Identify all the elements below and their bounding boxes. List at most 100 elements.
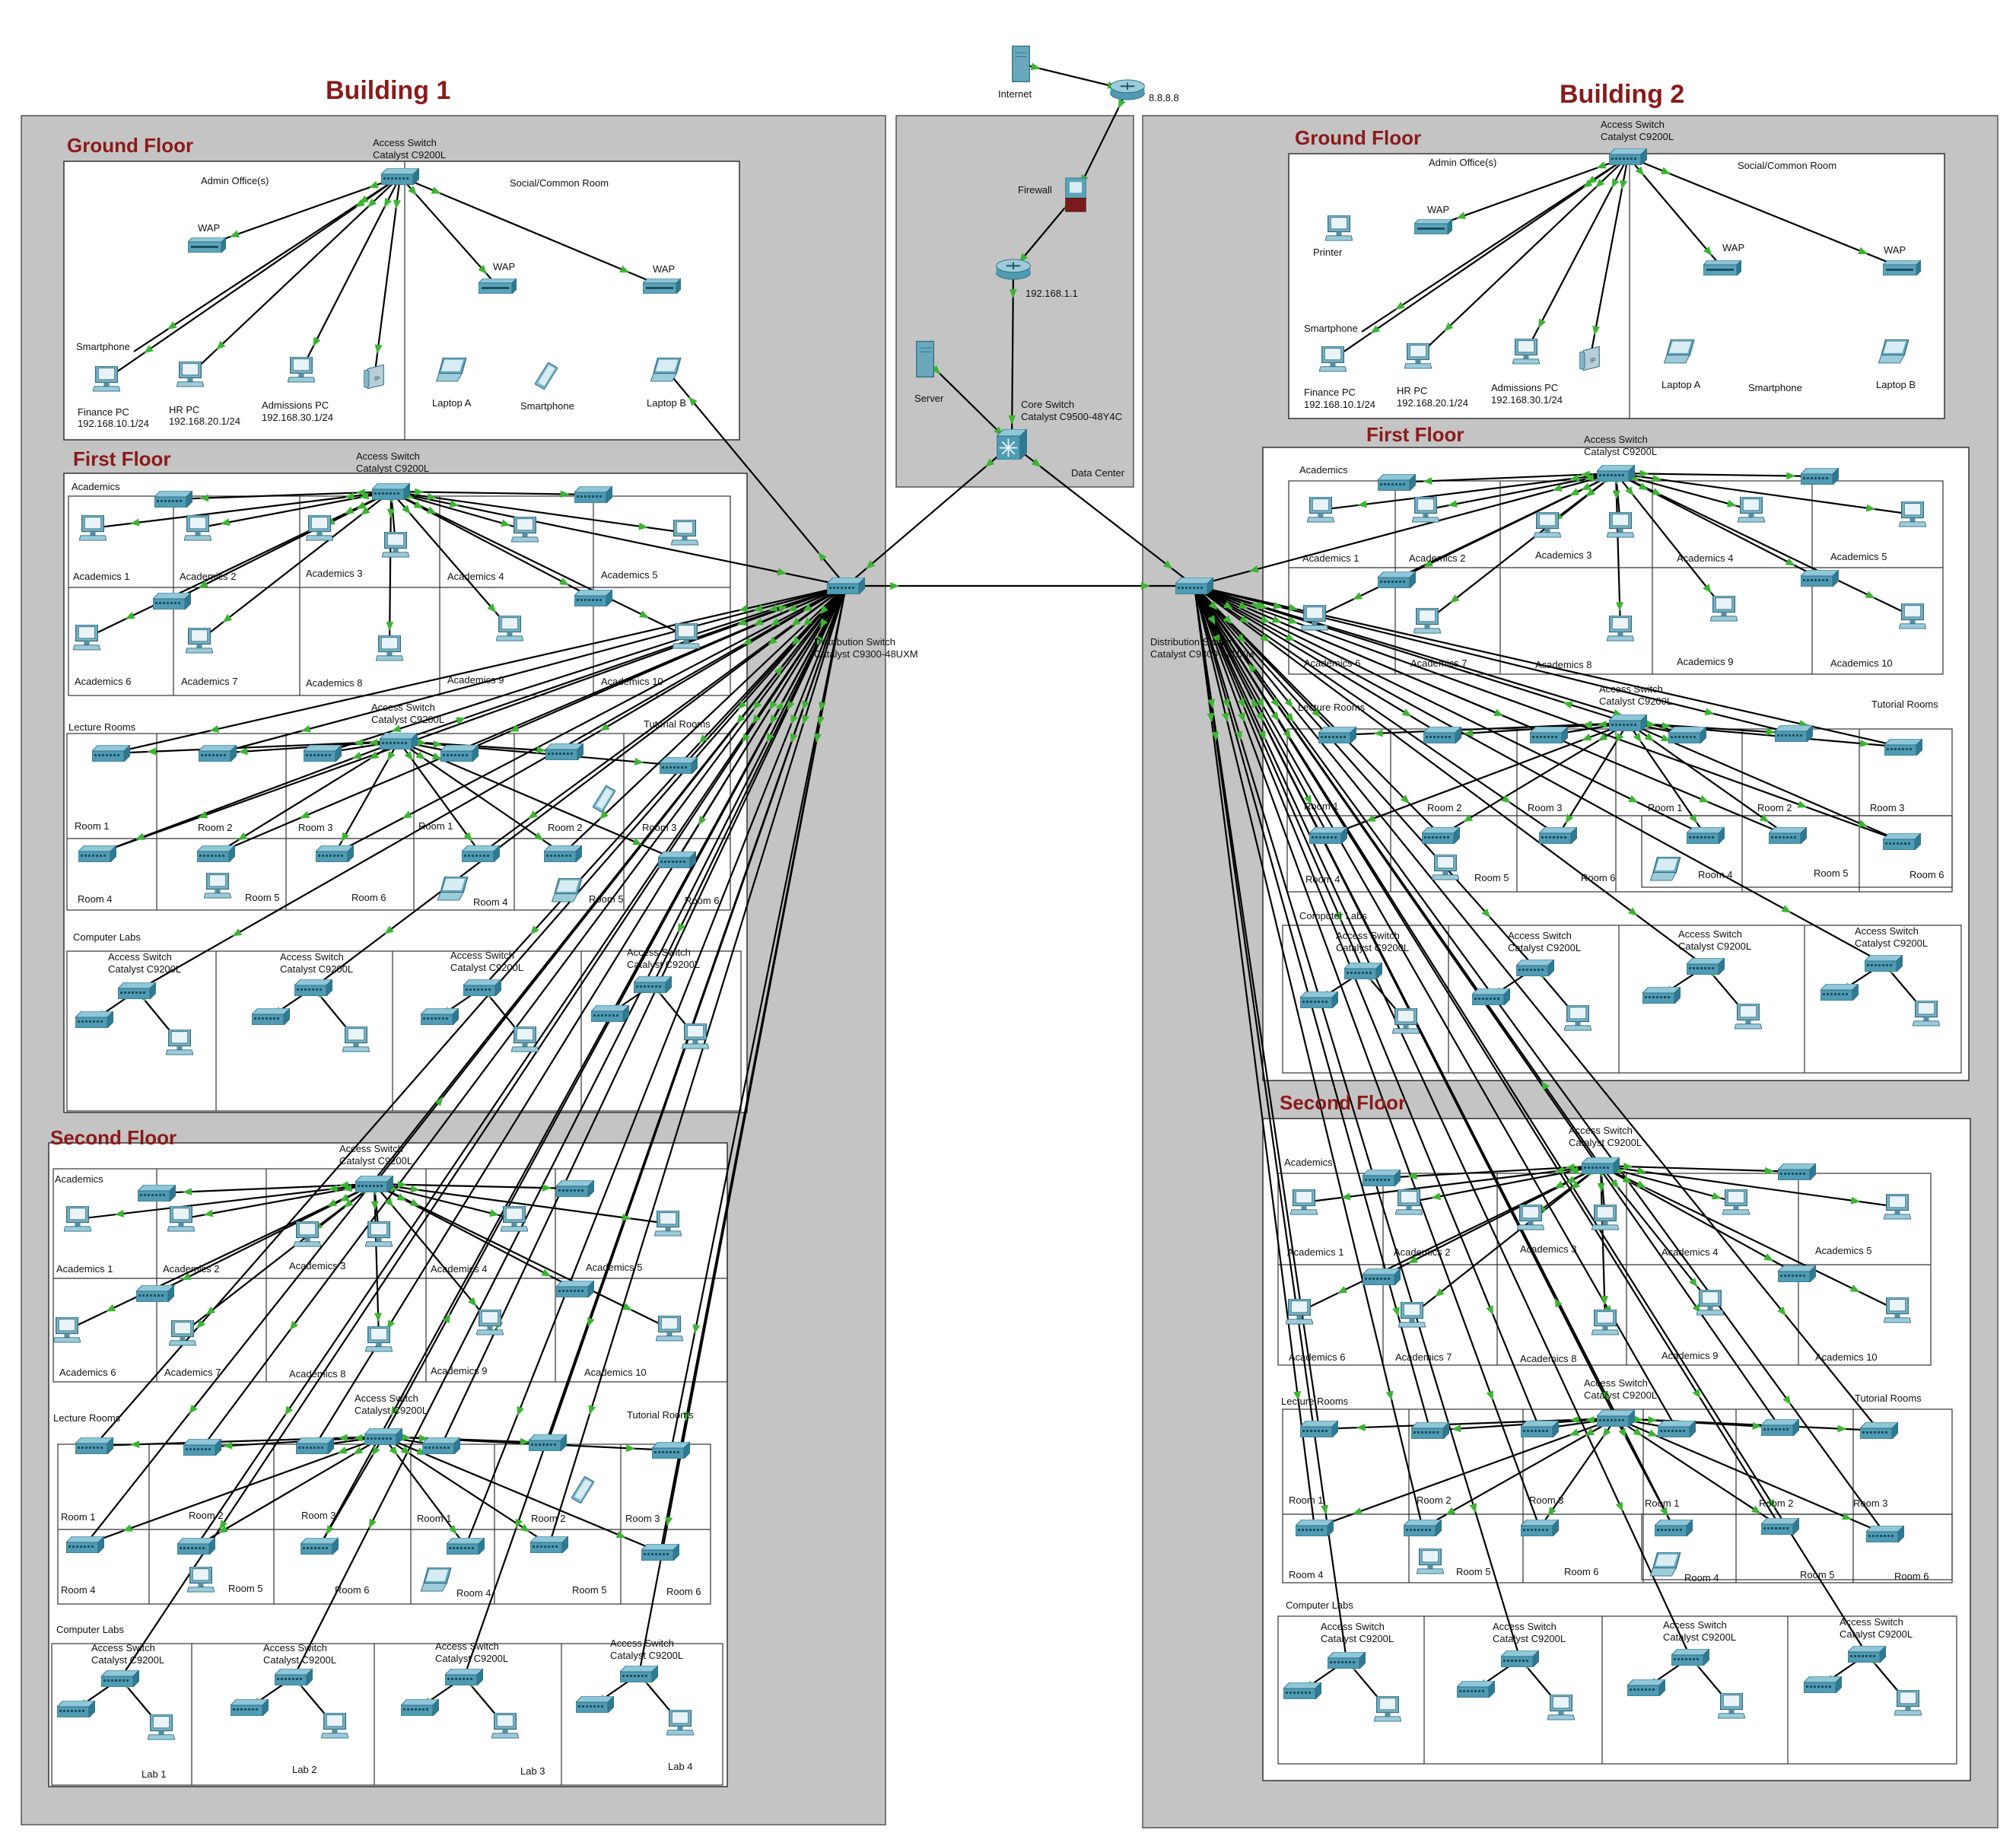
b1-sf-room-switch-icon-9[interactable]	[447, 1538, 485, 1555]
b1-sf-academics-pc-icon-4[interactable]	[501, 1206, 528, 1232]
b2-distribution-switch-icon[interactable]	[1175, 578, 1213, 594]
internet-server-icon[interactable]	[1012, 45, 1030, 83]
b2-gf-wap-icon-2[interactable]	[1703, 260, 1741, 275]
b2-ff-lab-switch-icon-0[interactable]	[1344, 963, 1382, 979]
b1-sf-room-pc-icon[interactable]	[187, 1567, 215, 1593]
b2-sf-academics-pc-icon-4[interactable]	[1722, 1189, 1750, 1215]
b1-sf-lab-edge-switch-icon-2[interactable]	[401, 1699, 439, 1716]
b1-ff-academics-edge-switch-icon-1[interactable]	[574, 486, 612, 503]
b1-sf-lab-pc-icon-0[interactable]	[148, 1714, 175, 1740]
b2-gf-printer-icon[interactable]	[1325, 215, 1353, 241]
b1-sf-room-switch-icon-7[interactable]	[177, 1538, 215, 1555]
b2-ff-lab-edge-switch-icon-1[interactable]	[1472, 988, 1510, 1005]
b1-sf-room-switch-icon-8[interactable]	[300, 1538, 339, 1555]
b2-sf-room-switch-icon-11[interactable]	[1866, 1526, 1904, 1542]
b2-sf-room-switch-icon-2[interactable]	[1521, 1421, 1559, 1437]
b1-gf-admissions-pc-icon[interactable]	[288, 357, 315, 383]
b1-sf-room-switch-icon-4[interactable]	[529, 1434, 567, 1451]
b1-ff-lab-edge-switch-icon-1[interactable]	[252, 1008, 290, 1025]
b2-gf-admissions-pc-icon[interactable]	[1512, 339, 1540, 364]
b1-ff-academics-pc-icon-0[interactable]	[79, 515, 107, 541]
b1-sf-lecture-switch-icon[interactable]	[364, 1428, 402, 1445]
b1-ff-room-switch-icon-9[interactable]	[462, 845, 500, 862]
b1-sf-lab-pc-icon-3[interactable]	[666, 1710, 694, 1736]
b1-ff-academics-pc-icon-10[interactable]	[673, 623, 700, 649]
b1-gf-access-switch-icon[interactable]	[381, 168, 419, 185]
b2-ff-academics-switch-icon[interactable]	[1597, 465, 1635, 482]
b2-ff-room-pc-icon[interactable]	[1432, 855, 1459, 880]
b2-ff-academics-pc-icon-4[interactable]	[1738, 497, 1765, 523]
b1-ff-academics-pc-icon-6[interactable]	[73, 625, 100, 651]
b1-ff-lab-switch-icon-2[interactable]	[463, 979, 501, 996]
b1-sf-room-switch-icon-3[interactable]	[422, 1437, 460, 1454]
b1-gf-wap-icon-2[interactable]	[479, 278, 517, 294]
b1-ff-lab-edge-switch-icon-3[interactable]	[591, 1005, 629, 1022]
b2-sf-lab-edge-switch-icon-2[interactable]	[1627, 1679, 1665, 1696]
b2-ff-lab-pc-icon-3[interactable]	[1913, 1001, 1940, 1026]
b2-ff-academics-edge-switch-icon-2[interactable]	[1378, 571, 1416, 588]
b2-ff-room-switch-icon-7[interactable]	[1422, 827, 1460, 844]
b2-ff-room-switch-icon-10[interactable]	[1769, 827, 1807, 844]
b1-ff-lab-edge-switch-icon-0[interactable]	[75, 1011, 113, 1028]
b1-sf-academics-pc-icon-8[interactable]	[365, 1326, 393, 1352]
b2-gf-hr-pc-icon[interactable]	[1404, 343, 1432, 369]
b2-sf-lab-pc-icon-3[interactable]	[1894, 1690, 1922, 1716]
b2-sf-academics-pc-icon-0[interactable]	[1290, 1189, 1318, 1215]
b1-ff-academics-pc-icon-5[interactable]	[671, 520, 698, 546]
b2-gf-access-switch-icon[interactable]	[1609, 148, 1647, 165]
b2-sf-academics-pc-icon-5[interactable]	[1884, 1194, 1911, 1220]
b2-gf-finance-pc-icon[interactable]	[1319, 346, 1347, 372]
b1-sf-academics-pc-icon-5[interactable]	[654, 1211, 682, 1237]
b1-ff-room-switch-icon-4[interactable]	[545, 743, 583, 760]
b2-sf-academics-pc-icon-9[interactable]	[1696, 1290, 1724, 1316]
edge-router-icon[interactable]	[995, 259, 1032, 280]
b1-ff-room-switch-icon-2[interactable]	[304, 745, 342, 762]
b1-ff-academics-edge-switch-icon-3[interactable]	[574, 590, 612, 606]
b1-sf-lab-pc-icon-1[interactable]	[321, 1713, 348, 1739]
b2-sf-academics-pc-icon-8[interactable]	[1591, 1310, 1619, 1335]
b1-sf-academics-edge-switch-icon-2[interactable]	[136, 1285, 174, 1302]
b1-sf-academics-pc-icon-6[interactable]	[53, 1317, 81, 1343]
b1-sf-room-switch-icon-0[interactable]	[75, 1437, 113, 1454]
b2-ff-academics-edge-switch-icon-3[interactable]	[1801, 570, 1839, 587]
b2-ff-academics-edge-switch-icon-0[interactable]	[1378, 474, 1416, 491]
b2-ff-academics-pc-icon-9[interactable]	[1710, 596, 1738, 622]
b1-ff-room-switch-icon-1[interactable]	[199, 745, 237, 762]
b1-ff-room-device-icon-0[interactable]	[204, 873, 231, 899]
b2-ff-lab-pc-icon-1[interactable]	[1564, 1005, 1591, 1031]
b1-ff-academics-pc-icon-8[interactable]	[376, 635, 403, 661]
b2-sf-room-switch-icon-7[interactable]	[1404, 1520, 1442, 1536]
core-switch-icon[interactable]	[997, 429, 1027, 460]
b2-ff-room-switch-icon-2[interactable]	[1530, 727, 1568, 743]
b1-ff-room-switch-icon-0[interactable]	[92, 745, 130, 762]
b2-ff-academics-pc-icon-3[interactable]	[1607, 512, 1634, 538]
b1-sf-academics-edge-switch-icon-0[interactable]	[138, 1185, 176, 1201]
b2-sf-room-switch-icon-5[interactable]	[1860, 1422, 1898, 1439]
b2-gf-wap-icon-3[interactable]	[1883, 260, 1921, 275]
b1-ff-lecture-switch-icon[interactable]	[380, 733, 418, 750]
b2-ff-academics-pc-icon-8[interactable]	[1607, 616, 1634, 641]
b2-sf-lab-pc-icon-2[interactable]	[1718, 1693, 1745, 1719]
server-icon[interactable]	[916, 340, 934, 378]
b1-distribution-switch-icon[interactable]	[827, 578, 865, 594]
b2-sf-academics-pc-icon-10[interactable]	[1884, 1297, 1911, 1323]
b1-ff-academics-pc-icon-9[interactable]	[496, 616, 523, 641]
b2-sf-academics-edge-switch-icon-2[interactable]	[1363, 1268, 1401, 1285]
b2-sf-academics-pc-icon-2[interactable]	[1517, 1205, 1544, 1230]
b1-sf-lab-pc-icon-2[interactable]	[491, 1713, 519, 1739]
b2-ff-room-switch-icon-6[interactable]	[1309, 827, 1347, 844]
b1-ff-academics-pc-icon-2[interactable]	[306, 515, 333, 541]
b1-sf-academics-edge-switch-icon-3[interactable]	[556, 1281, 594, 1297]
b1-gf-hr-pc-icon[interactable]	[176, 361, 204, 387]
b2-ff-lab-edge-switch-icon-0[interactable]	[1300, 991, 1338, 1008]
b2-ff-room-switch-icon-11[interactable]	[1883, 833, 1921, 850]
b2-gf-wap-icon-1[interactable]	[1414, 219, 1452, 234]
b2-sf-academics-pc-icon-6[interactable]	[1286, 1299, 1313, 1325]
b2-sf-lab-switch-icon-2[interactable]	[1671, 1649, 1709, 1666]
b1-ff-lab-edge-switch-icon-2[interactable]	[421, 1008, 459, 1025]
b1-ff-room-switch-icon-10[interactable]	[544, 845, 582, 862]
b1-sf-academics-pc-icon-10[interactable]	[656, 1316, 683, 1342]
b2-ff-academics-pc-icon-1[interactable]	[1412, 497, 1439, 523]
b1-sf-academics-pc-icon-3[interactable]	[365, 1221, 393, 1247]
b1-sf-academics-pc-icon-9[interactable]	[476, 1310, 504, 1335]
